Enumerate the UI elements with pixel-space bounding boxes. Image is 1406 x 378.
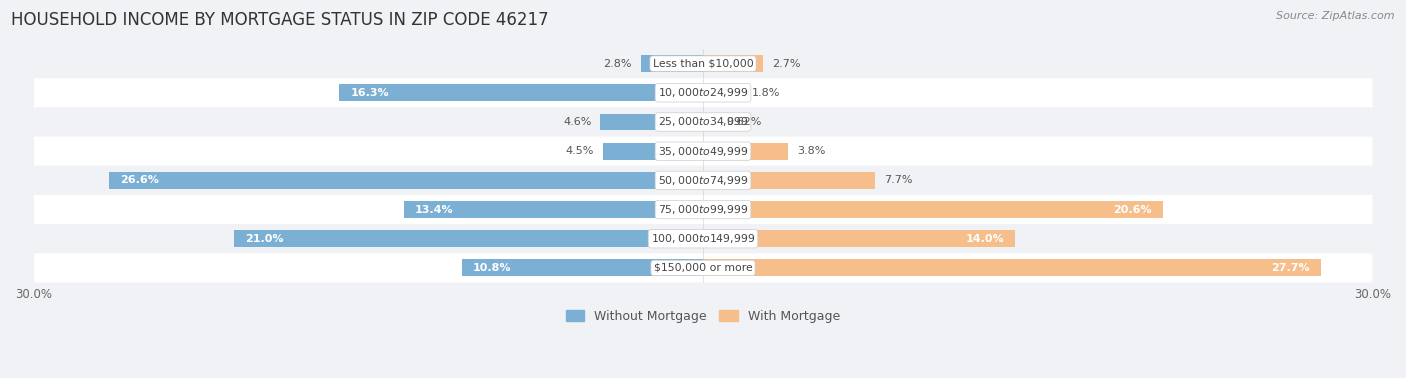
Text: 26.6%: 26.6% [121,175,159,185]
FancyBboxPatch shape [34,253,1372,282]
Bar [404,201,703,218]
Text: 1.8%: 1.8% [752,88,780,98]
Text: $150,000 or more: $150,000 or more [654,263,752,273]
Bar [603,143,703,160]
Bar [600,113,703,130]
FancyBboxPatch shape [34,136,1372,166]
Bar [703,113,717,130]
Text: 27.7%: 27.7% [1271,263,1310,273]
Text: 3.8%: 3.8% [797,146,825,156]
Bar [641,55,703,72]
Bar [703,230,1015,247]
Text: Less than $10,000: Less than $10,000 [652,59,754,69]
Bar [703,143,787,160]
Bar [339,84,703,101]
Text: $75,000 to $99,999: $75,000 to $99,999 [658,203,748,216]
Bar [110,172,703,189]
FancyBboxPatch shape [34,166,1372,195]
Text: 0.62%: 0.62% [725,117,761,127]
Text: 4.5%: 4.5% [565,146,593,156]
Text: 7.7%: 7.7% [884,175,912,185]
Text: $50,000 to $74,999: $50,000 to $74,999 [658,174,748,187]
Bar [703,172,875,189]
FancyBboxPatch shape [34,195,1372,224]
FancyBboxPatch shape [34,49,1372,78]
Text: 20.6%: 20.6% [1114,204,1152,215]
Text: 21.0%: 21.0% [246,234,284,244]
FancyBboxPatch shape [34,78,1372,107]
Bar [703,55,763,72]
Text: HOUSEHOLD INCOME BY MORTGAGE STATUS IN ZIP CODE 46217: HOUSEHOLD INCOME BY MORTGAGE STATUS IN Z… [11,11,548,29]
Text: 16.3%: 16.3% [350,88,389,98]
Text: 2.7%: 2.7% [772,59,800,69]
Text: $35,000 to $49,999: $35,000 to $49,999 [658,145,748,158]
Text: 4.6%: 4.6% [562,117,592,127]
Text: Source: ZipAtlas.com: Source: ZipAtlas.com [1277,11,1395,21]
Text: 10.8%: 10.8% [474,263,512,273]
Text: 2.8%: 2.8% [603,59,631,69]
Text: $25,000 to $34,999: $25,000 to $34,999 [658,116,748,129]
Legend: Without Mortgage, With Mortgage: Without Mortgage, With Mortgage [561,305,845,328]
FancyBboxPatch shape [34,107,1372,136]
Bar [463,259,703,276]
Text: $100,000 to $149,999: $100,000 to $149,999 [651,232,755,245]
FancyBboxPatch shape [34,224,1372,253]
Bar [703,259,1322,276]
Text: $10,000 to $24,999: $10,000 to $24,999 [658,86,748,99]
Bar [703,201,1163,218]
Bar [703,84,744,101]
Text: 14.0%: 14.0% [966,234,1004,244]
Text: 13.4%: 13.4% [415,204,454,215]
Bar [235,230,703,247]
